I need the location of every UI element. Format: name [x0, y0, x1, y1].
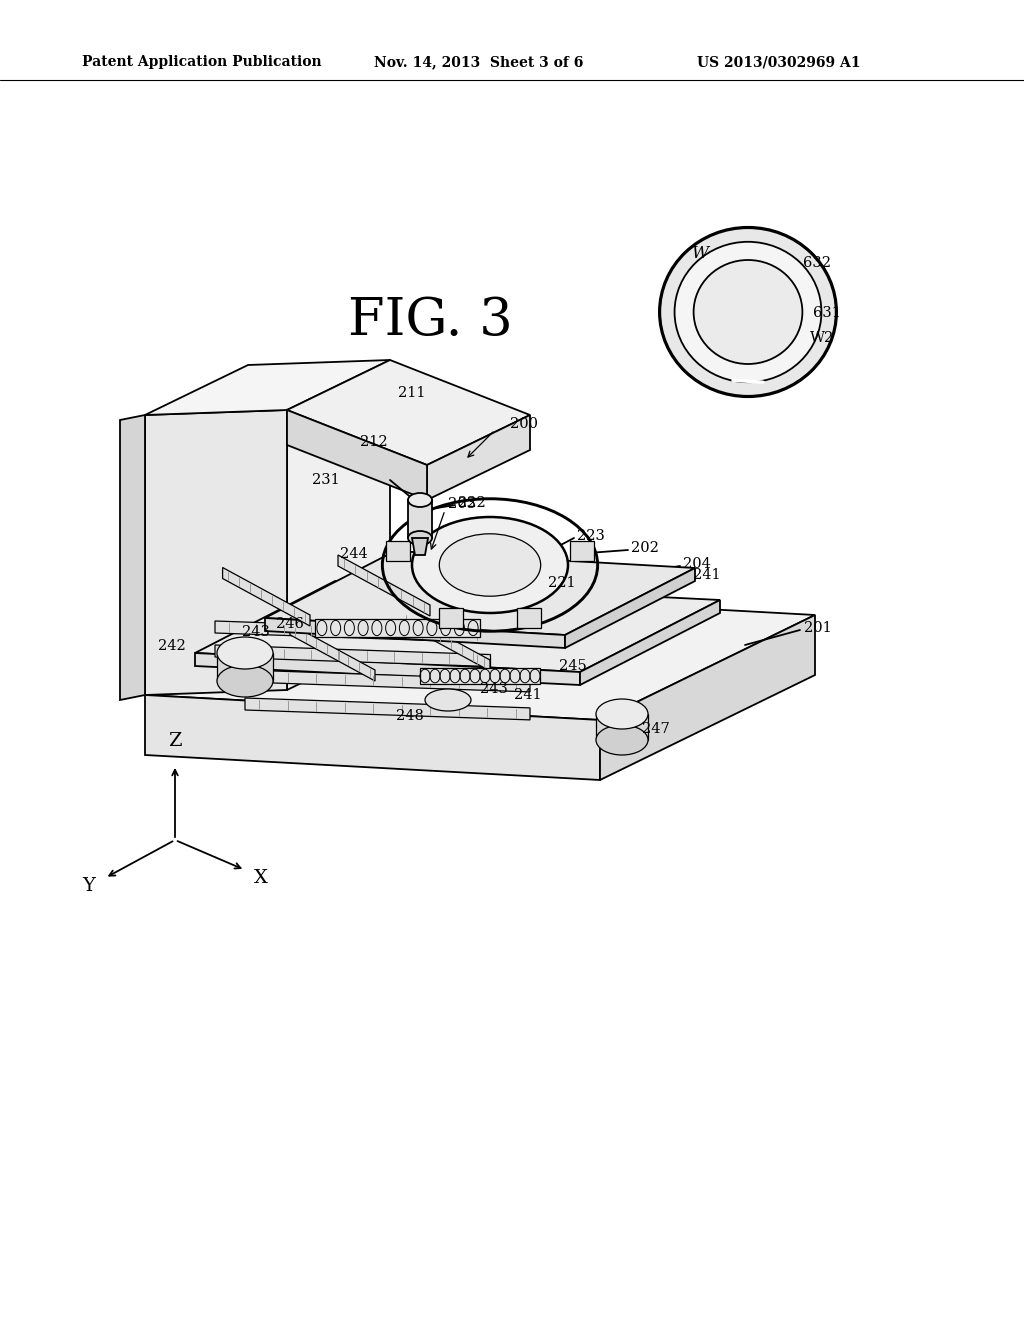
Text: 245: 245 — [559, 659, 587, 673]
Polygon shape — [427, 414, 530, 500]
Text: Z: Z — [168, 733, 181, 750]
Text: 221: 221 — [548, 576, 575, 590]
Text: 632: 632 — [803, 256, 831, 271]
Polygon shape — [215, 645, 490, 667]
Ellipse shape — [425, 689, 471, 711]
Polygon shape — [145, 411, 287, 696]
Text: 243: 243 — [242, 624, 270, 639]
Text: FIG. 3: FIG. 3 — [347, 294, 512, 346]
Text: 242: 242 — [159, 639, 186, 653]
Text: 246: 246 — [276, 616, 304, 631]
Text: 243: 243 — [480, 682, 508, 696]
Polygon shape — [245, 698, 530, 719]
Ellipse shape — [408, 492, 432, 507]
Text: 247: 247 — [642, 722, 670, 737]
Polygon shape — [217, 653, 273, 681]
Polygon shape — [265, 618, 565, 648]
Text: W: W — [691, 244, 709, 261]
Ellipse shape — [217, 638, 273, 669]
Text: US 2013/0302969 A1: US 2013/0302969 A1 — [697, 55, 860, 69]
Polygon shape — [580, 601, 720, 685]
Polygon shape — [290, 624, 375, 681]
Ellipse shape — [439, 533, 541, 597]
Text: 231: 231 — [312, 473, 340, 487]
Polygon shape — [412, 539, 428, 554]
Text: 244: 244 — [340, 546, 368, 561]
Polygon shape — [145, 696, 600, 780]
Polygon shape — [386, 541, 410, 561]
Text: 248: 248 — [396, 709, 424, 723]
Text: Nov. 14, 2013  Sheet 3 of 6: Nov. 14, 2013 Sheet 3 of 6 — [374, 55, 584, 69]
Polygon shape — [408, 500, 432, 539]
Text: X: X — [254, 869, 268, 887]
Ellipse shape — [596, 700, 648, 729]
Polygon shape — [565, 568, 695, 648]
Polygon shape — [145, 590, 815, 719]
Polygon shape — [215, 620, 490, 643]
Polygon shape — [596, 714, 648, 741]
Text: 202: 202 — [631, 541, 658, 554]
Polygon shape — [222, 568, 310, 626]
Polygon shape — [570, 541, 594, 561]
Ellipse shape — [412, 517, 568, 612]
Text: 203: 203 — [449, 498, 476, 511]
Text: 223: 223 — [577, 529, 605, 543]
Text: Patent Application Publication: Patent Application Publication — [82, 55, 322, 69]
Text: 212: 212 — [360, 436, 388, 449]
Text: Y: Y — [83, 876, 95, 895]
Text: 200: 200 — [510, 417, 538, 432]
Text: 241: 241 — [693, 568, 721, 582]
Ellipse shape — [596, 725, 648, 755]
Ellipse shape — [408, 531, 432, 545]
Ellipse shape — [659, 227, 837, 396]
Polygon shape — [287, 360, 530, 465]
Polygon shape — [338, 554, 430, 616]
Text: W2: W2 — [810, 331, 835, 345]
Ellipse shape — [693, 260, 803, 364]
Text: 204: 204 — [683, 557, 711, 572]
Text: 631: 631 — [813, 306, 841, 319]
Polygon shape — [287, 360, 390, 690]
Polygon shape — [315, 619, 480, 638]
Polygon shape — [145, 360, 390, 414]
Ellipse shape — [217, 665, 273, 697]
Polygon shape — [265, 550, 695, 635]
Text: 222: 222 — [458, 496, 485, 510]
Polygon shape — [517, 607, 541, 628]
Polygon shape — [400, 611, 490, 671]
Polygon shape — [195, 581, 720, 672]
Polygon shape — [195, 653, 580, 685]
Polygon shape — [245, 671, 530, 692]
Polygon shape — [600, 615, 815, 780]
Text: 211: 211 — [398, 385, 426, 400]
Polygon shape — [439, 607, 463, 628]
Ellipse shape — [675, 242, 821, 383]
Polygon shape — [287, 411, 427, 500]
Polygon shape — [420, 668, 540, 684]
Text: 201: 201 — [804, 620, 831, 635]
Text: 241: 241 — [514, 688, 542, 702]
Polygon shape — [120, 414, 145, 700]
